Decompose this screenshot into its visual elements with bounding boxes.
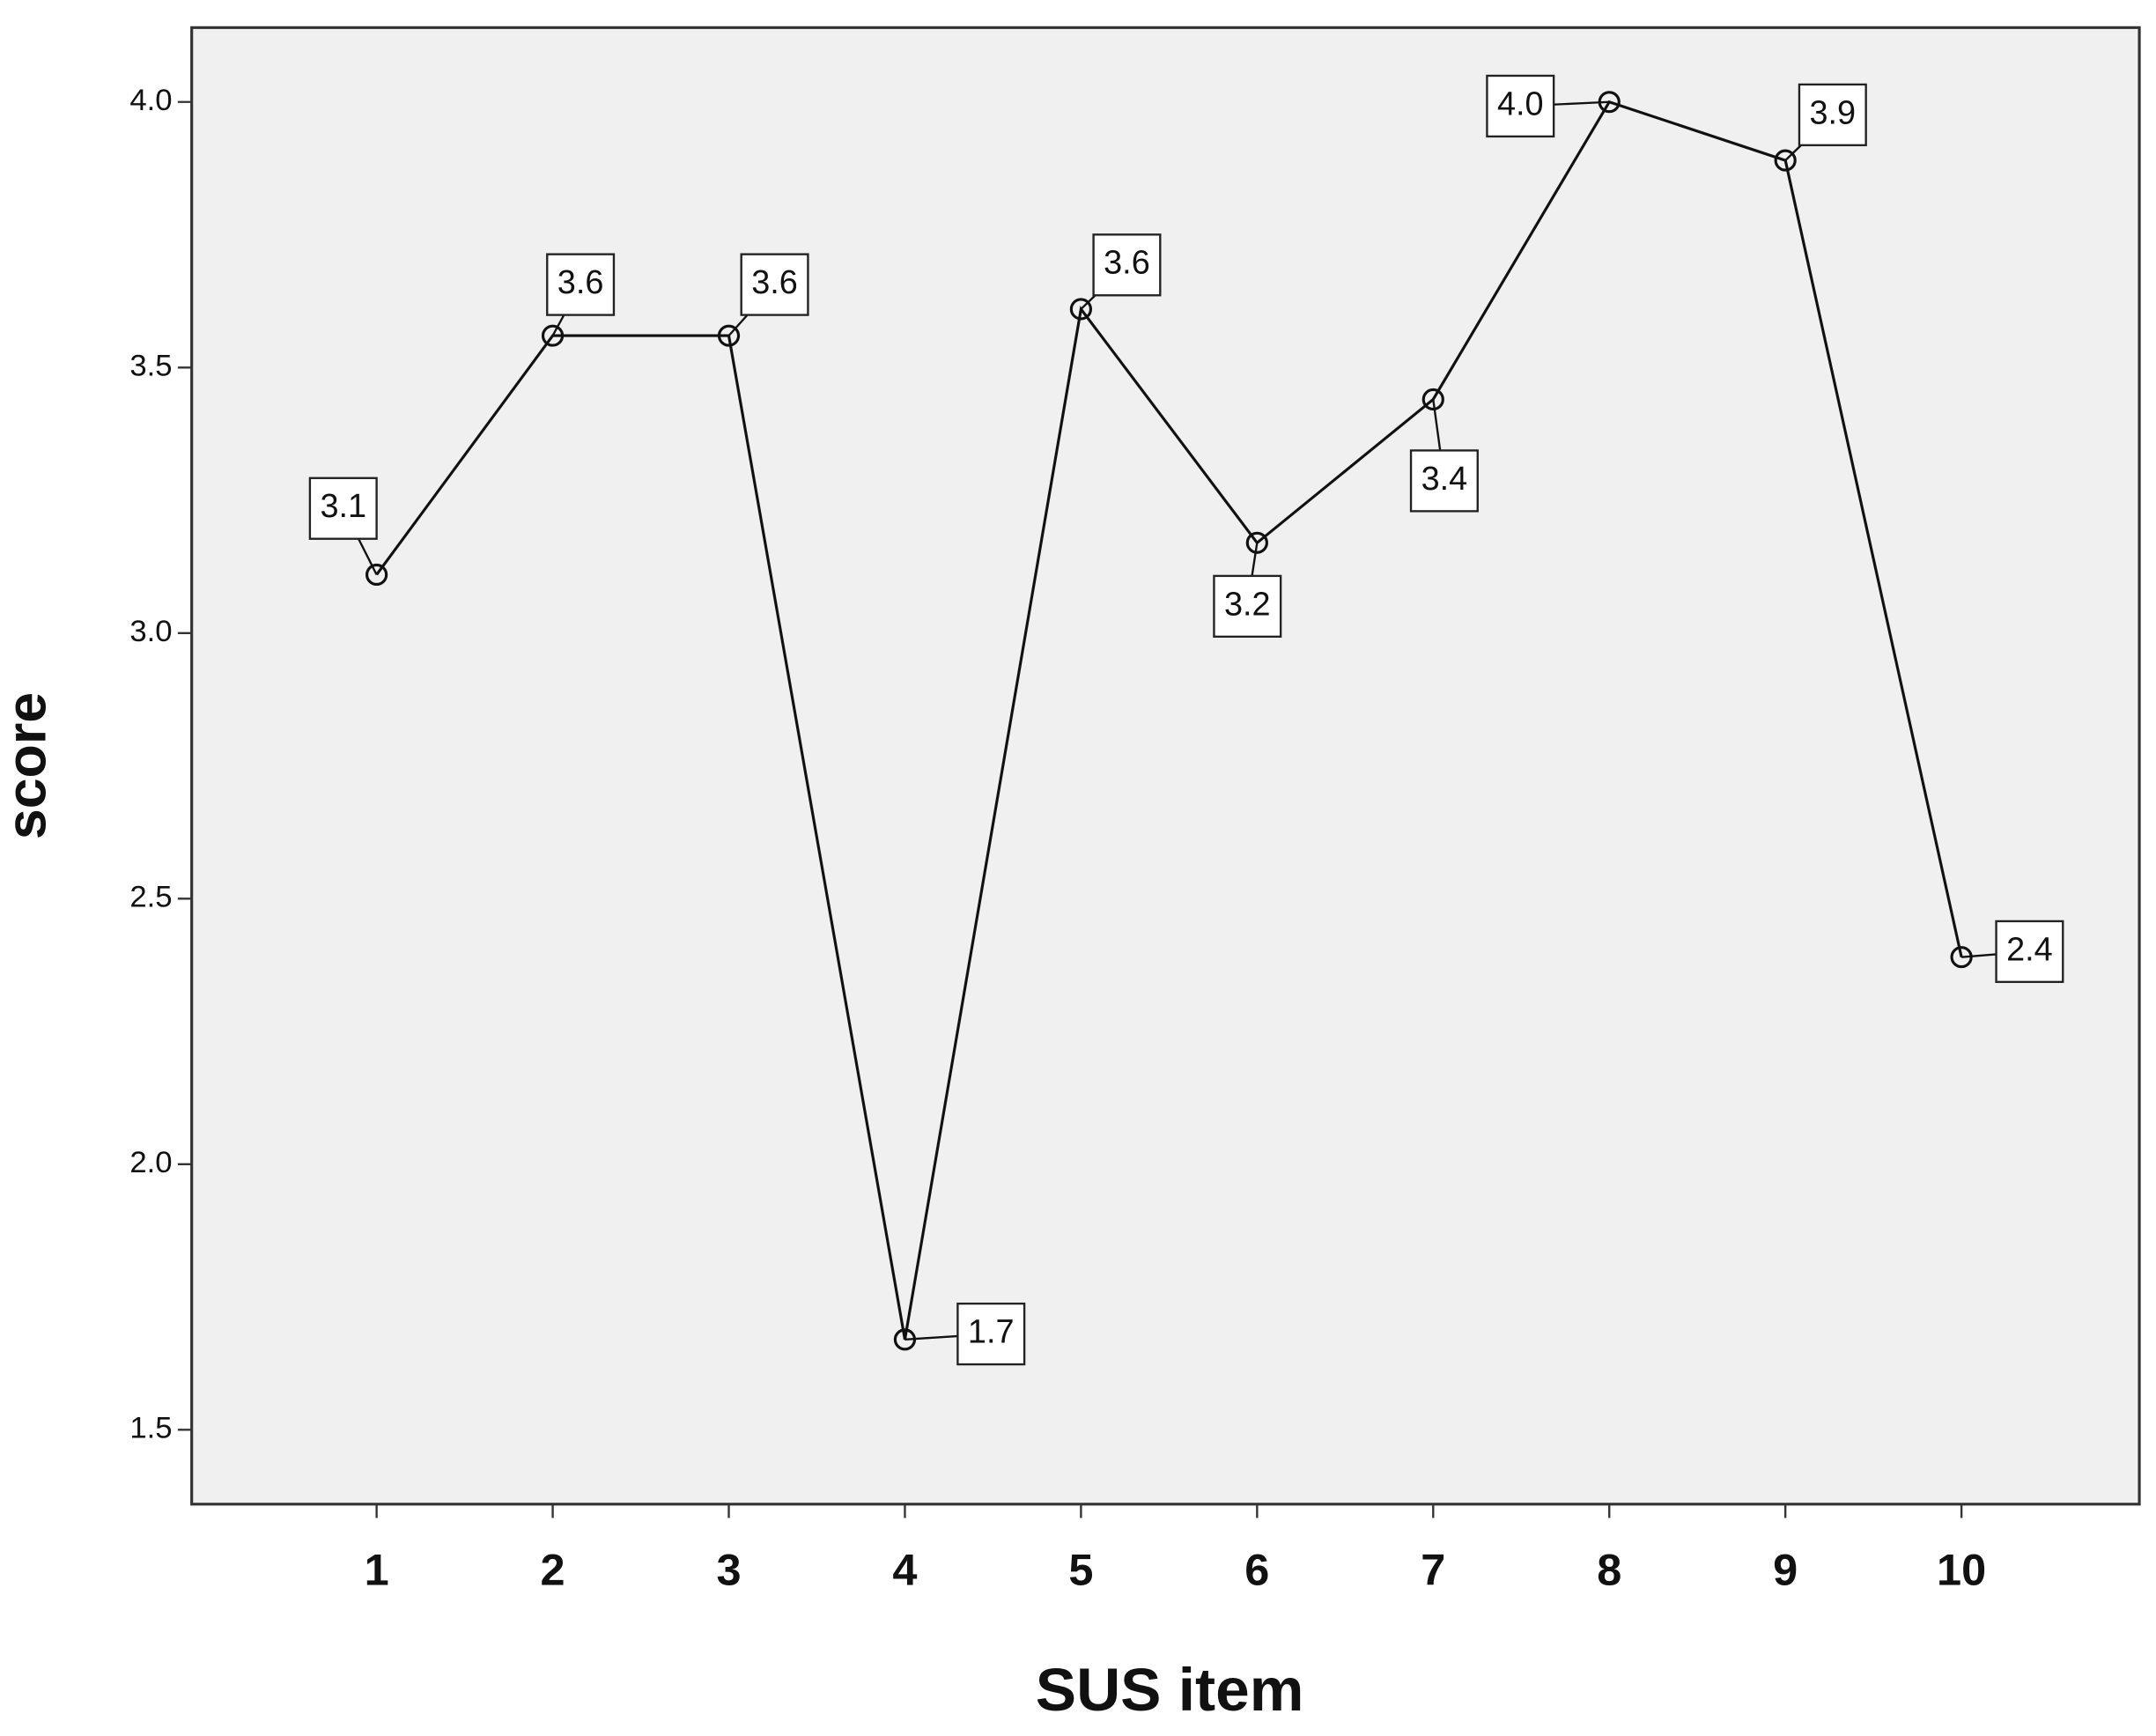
marker: [717, 324, 741, 347]
x-tick-label: 9: [1773, 1545, 1798, 1595]
label-box: [740, 253, 809, 316]
x-tick-label: 8: [1597, 1545, 1621, 1595]
y-tick-label: 3.0: [129, 615, 172, 648]
label-box: [1995, 920, 2064, 984]
x-tick-label: 2: [541, 1545, 565, 1595]
y-tick-label: 4.0: [129, 84, 172, 117]
value-label: 2.4: [2006, 930, 2053, 967]
label-box: [1486, 74, 1555, 138]
x-tick-label: 1: [365, 1545, 389, 1595]
value-label: 3.4: [1421, 460, 1468, 497]
value-label: 3.2: [1224, 585, 1271, 622]
label-box: [546, 253, 616, 316]
x-tick-label: 4: [892, 1545, 917, 1595]
line: [375, 100, 1963, 1341]
label-box: [956, 1302, 1026, 1366]
value-label: 3.6: [1104, 244, 1150, 281]
label-box: [1092, 233, 1162, 297]
label-box: [1213, 574, 1282, 638]
x-tick-label: 6: [1244, 1545, 1269, 1595]
x-tick-label: 3: [716, 1545, 741, 1595]
plot-area: [190, 26, 2141, 1506]
x-tick-label: 10: [1937, 1545, 1986, 1595]
label-box: [1409, 449, 1479, 513]
y-axis-label: score: [0, 692, 57, 839]
marker: [1774, 149, 1797, 172]
marker: [1421, 388, 1444, 410]
y-tick-label: 1.5: [129, 1412, 172, 1445]
label-box: [308, 476, 378, 540]
y-tick-label: 2.0: [129, 1146, 172, 1179]
x-axis-label: SUS item: [1036, 1655, 1304, 1724]
x-tick-label: 7: [1421, 1545, 1445, 1595]
value-label: 3.6: [557, 263, 604, 300]
x-tick-label: 5: [1068, 1545, 1093, 1595]
label-box: [1798, 83, 1867, 147]
marker: [365, 563, 388, 586]
y-tick-label: 3.5: [129, 349, 172, 382]
y-tick-label: 2.5: [129, 881, 172, 914]
value-label: 1.7: [968, 1313, 1015, 1350]
marker: [1245, 531, 1268, 554]
value-label: 3.6: [751, 263, 798, 300]
value-label: 3.9: [1810, 93, 1857, 130]
value-label: 4.0: [1497, 85, 1544, 122]
value-label: 3.1: [320, 487, 366, 524]
marker: [1069, 298, 1093, 321]
marker: [541, 324, 565, 347]
